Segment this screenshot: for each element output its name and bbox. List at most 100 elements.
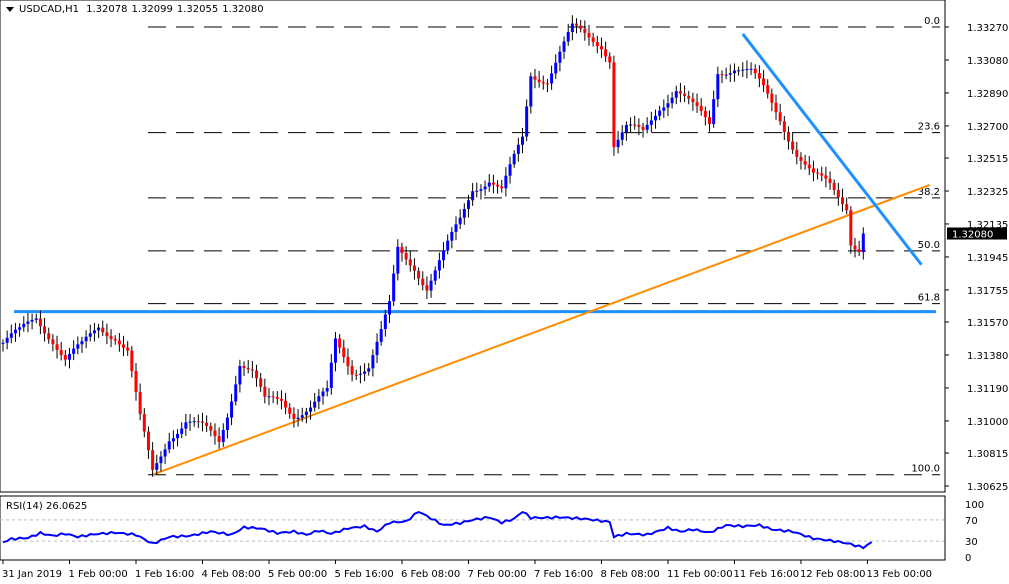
candle-body xyxy=(176,433,180,439)
candle xyxy=(708,110,712,132)
candle xyxy=(795,141,799,165)
candle-body xyxy=(728,73,732,75)
candle xyxy=(246,359,250,374)
time-tick-label: 7 Feb 00:00 xyxy=(467,569,526,580)
candle xyxy=(122,335,126,357)
candle xyxy=(142,408,146,438)
candle-body xyxy=(363,371,367,374)
candle-body xyxy=(458,217,462,225)
candle-body xyxy=(483,186,487,190)
candle-body xyxy=(811,168,815,173)
candle-body xyxy=(209,426,213,431)
candle xyxy=(72,340,76,361)
candle-body xyxy=(683,93,687,96)
candle-body xyxy=(832,182,836,191)
falling-trendline[interactable] xyxy=(741,33,923,266)
candle xyxy=(375,333,379,364)
candle-body xyxy=(408,259,412,266)
candle xyxy=(134,363,138,401)
candle-body xyxy=(13,329,17,334)
candle xyxy=(92,322,96,342)
candle xyxy=(105,323,109,345)
candle xyxy=(791,133,795,154)
candle xyxy=(521,127,524,154)
price-tick-label: 1.32700 xyxy=(967,122,1008,133)
rising-trendline[interactable] xyxy=(152,183,931,476)
candle xyxy=(196,414,200,429)
candle-body xyxy=(92,330,96,334)
candle-body xyxy=(279,398,283,401)
candle xyxy=(570,15,574,41)
candle xyxy=(338,334,342,354)
fibonacci-retracement[interactable]: 0.0 23.6 38.2 50.0 61.8 100.0 xyxy=(148,16,940,476)
candle-body xyxy=(658,110,662,116)
candle-body xyxy=(188,421,192,423)
dropdown-triangle-icon[interactable] xyxy=(6,6,14,12)
candle xyxy=(284,392,288,415)
candle-body xyxy=(234,384,238,402)
candle xyxy=(354,369,358,380)
candle-body xyxy=(637,125,641,127)
time-tick-label: 12 Feb 08:00 xyxy=(800,569,866,580)
candle xyxy=(425,276,429,300)
candle xyxy=(346,348,350,375)
candle-body xyxy=(34,318,38,320)
candle-body xyxy=(404,253,408,260)
candle xyxy=(55,335,59,359)
candle xyxy=(180,422,184,439)
trendlines[interactable] xyxy=(14,33,936,476)
price-tick-label: 1.30815 xyxy=(967,449,1008,460)
candle-body xyxy=(583,28,587,33)
candle xyxy=(741,62,745,77)
candle-body xyxy=(508,164,512,176)
price-tick-label: 1.30625 xyxy=(967,482,1008,493)
candle-body xyxy=(47,333,51,340)
candle xyxy=(304,407,308,424)
candle xyxy=(666,94,670,117)
candle-body xyxy=(786,131,790,142)
candle xyxy=(836,182,840,206)
candle-body xyxy=(708,117,712,125)
price-tick-label: 1.33080 xyxy=(967,56,1008,67)
candle-body xyxy=(321,391,325,397)
candle xyxy=(525,99,529,142)
candle-body xyxy=(63,355,67,360)
rsi-label: RSI(14) xyxy=(6,501,43,512)
rsi-panel-frame xyxy=(0,495,946,561)
candle xyxy=(363,363,367,382)
candle-body xyxy=(180,428,184,434)
candle-body xyxy=(342,347,346,357)
candle xyxy=(221,423,225,447)
candle xyxy=(209,422,213,437)
candle-body xyxy=(541,82,545,84)
candle xyxy=(234,375,238,406)
candle-body xyxy=(782,121,786,132)
candle-body xyxy=(101,327,105,333)
candle xyxy=(500,179,504,193)
candle-body xyxy=(275,397,279,399)
candle-body xyxy=(18,327,22,330)
rsi-line xyxy=(2,510,873,550)
candle xyxy=(396,239,400,281)
candle xyxy=(388,294,392,323)
candle xyxy=(22,316,26,332)
candle-body xyxy=(55,344,59,351)
candle-body xyxy=(720,74,724,76)
candle-body xyxy=(853,245,857,250)
candle xyxy=(458,209,462,229)
candle-body xyxy=(412,265,416,271)
candle-body xyxy=(504,175,508,189)
candle-body xyxy=(849,210,853,246)
candle xyxy=(516,137,520,162)
candle-body xyxy=(641,126,645,130)
candle-body xyxy=(259,378,263,387)
candle xyxy=(446,234,450,255)
price-tick-label: 1.32890 xyxy=(967,89,1008,100)
candle-body xyxy=(134,370,138,393)
candle-body xyxy=(255,370,259,379)
candle xyxy=(491,174,495,194)
candle xyxy=(845,197,849,215)
candle-body xyxy=(645,124,649,130)
candle xyxy=(84,330,88,349)
